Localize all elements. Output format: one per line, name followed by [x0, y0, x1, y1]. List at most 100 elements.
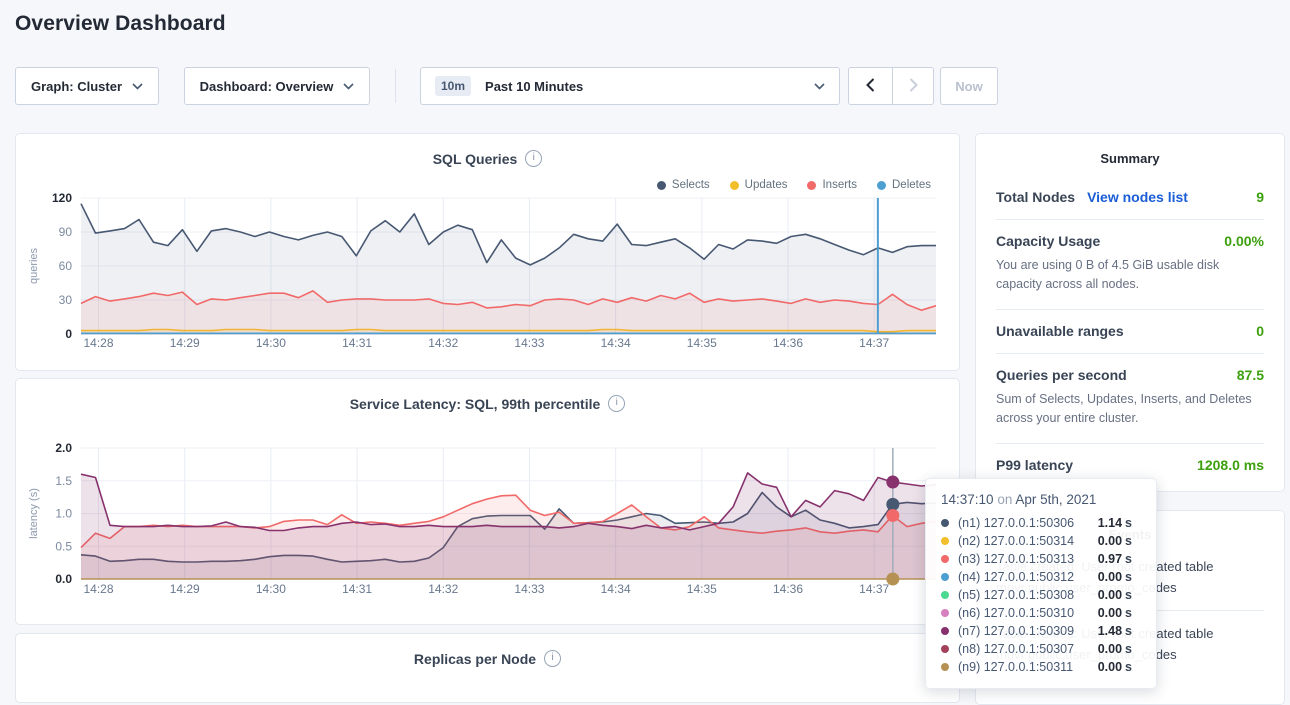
svg-text:2.0: 2.0	[55, 441, 72, 455]
svg-text:14:32: 14:32	[428, 336, 458, 350]
summary-row-label: Capacity Usage	[996, 233, 1100, 249]
tooltip-node-row: (n5) 127.0.0.1:50308 0.00s	[941, 586, 1142, 604]
tooltip-node-name: (n8) 127.0.0.1:50307	[958, 642, 1074, 656]
svg-text:14:35: 14:35	[687, 582, 717, 596]
tooltip-node-value: 0.00s	[1098, 588, 1142, 602]
time-prev-button[interactable]	[848, 67, 893, 105]
tooltip-node-unit: s	[1125, 624, 1132, 638]
svg-text:14:32: 14:32	[428, 582, 458, 596]
summary-row-main: Unavailable ranges0	[996, 323, 1264, 339]
tooltip-node-unit: s	[1125, 606, 1132, 620]
sql-queries-chart[interactable]: 0306090120queries14:2814:2914:3014:3114:…	[21, 189, 951, 365]
node-color-dot	[941, 627, 949, 635]
svg-text:1.0: 1.0	[55, 507, 72, 521]
summary-row-main: Total Nodes View nodes list 9	[996, 189, 1264, 205]
tooltip-node-name: (n7) 127.0.0.1:50309	[958, 624, 1074, 638]
service-latency-title-row: Service Latency: SQL, 99th percentile i	[16, 379, 959, 412]
summary-row-label: Queries per second	[996, 367, 1127, 383]
service-latency-title: Service Latency: SQL, 99th percentile	[350, 396, 601, 412]
time-range-badge: 10m	[435, 76, 471, 96]
tooltip-node-row: (n2) 127.0.0.1:50314 0.00s	[941, 532, 1142, 550]
svg-text:14:36: 14:36	[773, 336, 803, 350]
tooltip-node-unit: s	[1125, 660, 1132, 674]
svg-text:14:28: 14:28	[84, 336, 114, 350]
svg-text:30: 30	[59, 293, 73, 307]
replicas-per-node-card: Replicas per Node i	[15, 633, 960, 703]
svg-text:14:30: 14:30	[256, 336, 286, 350]
tooltip-node-value: 0.00s	[1098, 606, 1142, 620]
summary-row: Queries per second 87.5 Sum of Selects, Up…	[996, 353, 1264, 443]
time-range-dropdown[interactable]: 10m Past 10 Minutes	[420, 67, 840, 105]
summary-row-value: 87.5	[1237, 367, 1264, 383]
tooltip-node-unit: s	[1125, 534, 1132, 548]
summary-title: Summary	[996, 134, 1264, 176]
tooltip-node-row: (n3) 127.0.0.1:50313 0.97s	[941, 550, 1142, 568]
summary-row-main: Queries per second 87.5	[996, 367, 1264, 383]
svg-text:0.5: 0.5	[55, 539, 72, 553]
summary-row-value: 9	[1256, 189, 1264, 205]
svg-text:14:31: 14:31	[342, 336, 372, 350]
tooltip-node-row: (n8) 127.0.0.1:50307 0.00s	[941, 640, 1142, 658]
tooltip-node-name: (n1) 127.0.0.1:50306	[958, 516, 1074, 530]
svg-text:0: 0	[65, 327, 72, 341]
node-color-dot	[941, 645, 949, 653]
svg-text:14:33: 14:33	[514, 582, 544, 596]
tooltip-node-value: 0.00s	[1098, 534, 1142, 548]
tooltip-node-name: (n5) 127.0.0.1:50308	[958, 588, 1074, 602]
tooltip-node-value: 0.00s	[1098, 642, 1142, 656]
svg-text:14:30: 14:30	[256, 582, 286, 596]
summary-row: Capacity Usage0.00%You are using 0 B of …	[996, 219, 1264, 309]
svg-text:1.5: 1.5	[55, 474, 72, 488]
node-color-dot	[941, 519, 949, 527]
summary-row-main: P99 latency1208.0 ms	[996, 457, 1264, 473]
tooltip-node-value: 1.14s	[1098, 516, 1142, 530]
summary-row-label: P99 latency	[996, 457, 1073, 473]
sql-queries-card: SQL Queries i SelectsUpdatesInsertsDelet…	[15, 133, 960, 371]
summary-row-description: Sum of Selects, Updates, Inserts, and De…	[996, 390, 1264, 429]
replicas-title: Replicas per Node	[414, 651, 536, 667]
svg-text:14:35: 14:35	[687, 336, 717, 350]
tooltip-node-value: 0.00s	[1098, 570, 1142, 584]
now-button-label: Now	[955, 79, 982, 94]
controls-divider	[395, 69, 396, 103]
svg-text:latency (s): latency (s)	[28, 488, 40, 539]
tooltip-node-unit: s	[1125, 516, 1132, 530]
tooltip-node-row: (n4) 127.0.0.1:503120.00s	[941, 568, 1142, 586]
svg-text:14:29: 14:29	[170, 582, 200, 596]
dashboard-dropdown-label: Dashboard: Overview	[200, 79, 334, 94]
tooltip-rows: (n1) 127.0.0.1:50306 1.14s (n2) 127.0.0.1:…	[941, 514, 1142, 676]
tooltip-node-name: (n6) 127.0.0.1:50310	[958, 606, 1074, 620]
summary-row-label: Total Nodes	[996, 189, 1075, 205]
node-color-dot	[941, 609, 949, 617]
tooltip-node-row: (n6) 127.0.0.1:50310 0.00s	[941, 604, 1142, 622]
summary-card: Summary Total Nodes View nodes list 9 Capac…	[975, 133, 1285, 492]
tooltip-node-name: (n2) 127.0.0.1:50314	[958, 534, 1074, 548]
chart-hover-tooltip: 14:37:10 on Apr 5th, 2021 (n1) 127.0.0.1…	[925, 478, 1157, 689]
svg-text:14:31: 14:31	[342, 582, 372, 596]
dashboard-dropdown[interactable]: Dashboard: Overview	[184, 67, 370, 105]
tooltip-node-value: 0.97s	[1098, 552, 1142, 566]
info-icon[interactable]: i	[525, 150, 542, 167]
replicas-title-row: Replicas per Node i	[16, 634, 959, 667]
svg-text:60: 60	[59, 259, 73, 273]
svg-text:14:28: 14:28	[84, 582, 114, 596]
page-title: Overview Dashboard	[15, 12, 226, 36]
service-latency-chart[interactable]: 0.00.51.01.52.0latency (s)14:2814:2914:3…	[21, 439, 951, 609]
tooltip-node-row: (n1) 127.0.0.1:50306 1.14s	[941, 514, 1142, 532]
info-icon[interactable]: i	[608, 395, 625, 412]
tooltip-node-name: (n3) 127.0.0.1:50313	[958, 552, 1074, 566]
sql-queries-title-row: SQL Queries i	[16, 134, 959, 167]
node-color-dot	[941, 591, 949, 599]
chevron-right-icon	[909, 78, 918, 95]
chevron-left-icon	[866, 78, 875, 95]
node-color-dot	[941, 537, 949, 545]
view-nodes-list-link[interactable]: View nodes list	[1087, 189, 1188, 205]
tooltip-node-row: (n7) 127.0.0.1:503091.48s	[941, 622, 1142, 640]
summary-row-value: 0.00%	[1224, 233, 1264, 249]
time-next-button[interactable]	[892, 67, 934, 105]
svg-text:14:37: 14:37	[859, 582, 889, 596]
info-icon[interactable]: i	[544, 650, 561, 667]
tooltip-timestamp: 14:37:10 on Apr 5th, 2021	[941, 492, 1142, 507]
time-now-button[interactable]: Now	[940, 67, 998, 105]
graph-dropdown[interactable]: Graph: Cluster	[15, 67, 159, 105]
